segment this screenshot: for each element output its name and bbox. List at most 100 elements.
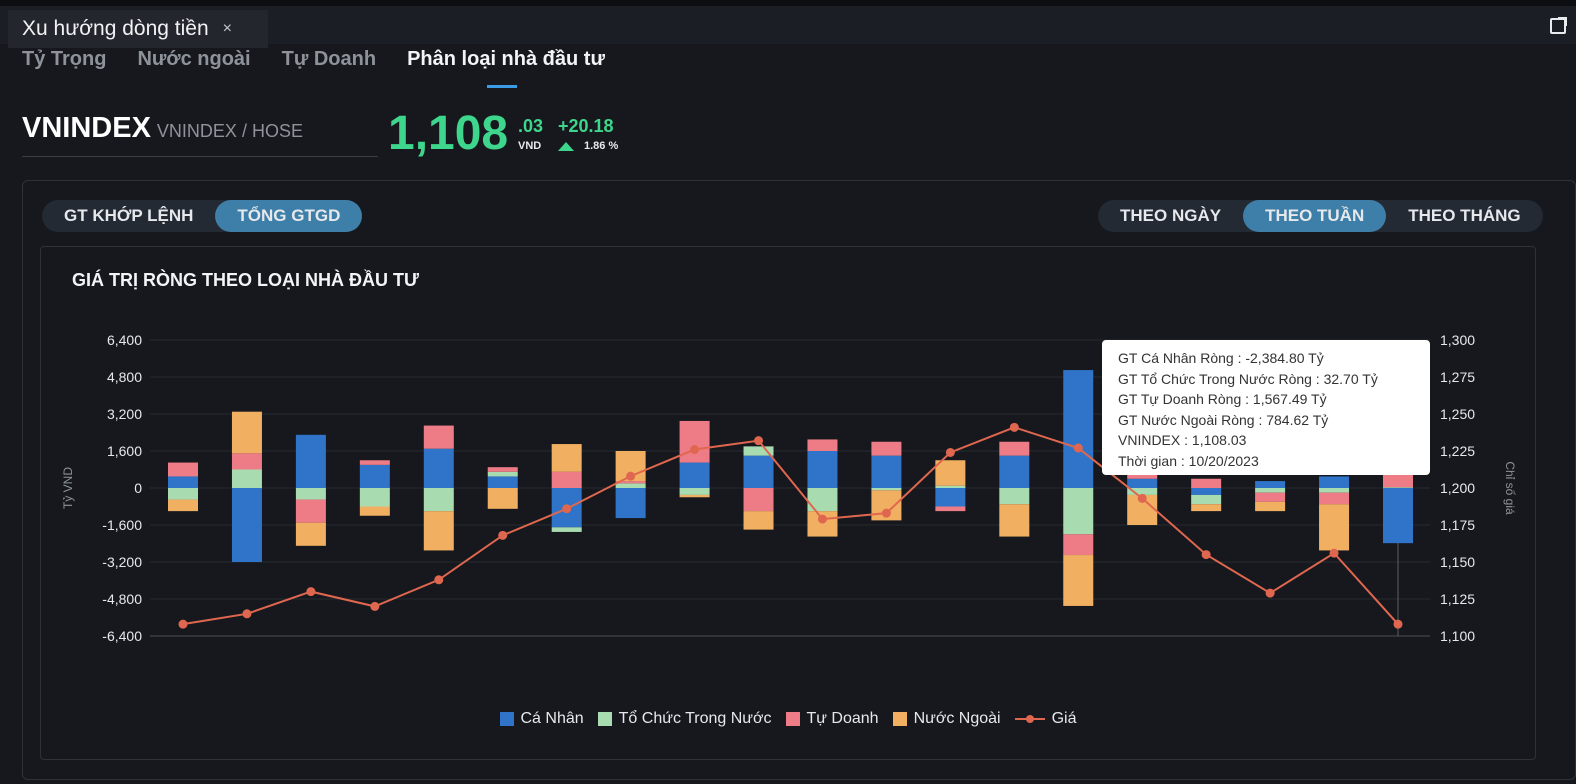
bar-tu-doanh [295,499,326,523]
bar-nuoc-ngoai [1063,555,1094,606]
legend-swatch-ca-nhan [499,712,514,726]
bar-tu-doanh [551,471,582,488]
top-bar: Xu hướng dòng tiền × [0,0,1576,48]
price-point [434,575,444,585]
y2-tick-label: 1,175 [1440,517,1475,533]
bar-ca-nhan [231,488,262,562]
bar-ca-nhan [423,448,454,488]
legend-nuoc-ngoai[interactable]: Nước Ngoài [892,710,1001,728]
price-point [498,530,508,540]
bar-ca-nhan [359,464,390,488]
bar-to-chuc [935,485,966,488]
value-type-toggle: GT KHỚP LỆNH TỔNG GTGD [42,200,363,232]
tooltip-nuoc-ngoai: GT Nước Ngoài Ròng : 784.62 Tỷ [1118,411,1329,428]
chart-legend: Cá Nhân Tổ Chức Trong Nước Tự Doanh Nước… [0,710,1576,728]
bar-ca-nhan [168,476,198,488]
legend-to-chuc[interactable]: Tổ Chức Trong Nước [597,710,772,728]
legend-label-ca-nhan: Cá Nhân [520,710,584,727]
bar-tu-doanh [999,441,1030,456]
index-change: +20.18 1.86 % [558,116,618,152]
toggle-tong-gtgd[interactable]: TỔNG GTGD [215,200,363,232]
y2-tick-label: 1,225 [1440,443,1475,459]
y-tick-label: 0 [134,480,142,496]
bar-nuoc-ngoai [551,444,582,472]
close-icon[interactable]: × [222,20,232,37]
chart-tooltip: GT Cá Nhân Ròng : -2,384.80 Tỷ GT Tổ Chứ… [1102,340,1430,475]
bar-ca-nhan [1383,488,1413,544]
price-point [370,601,380,611]
sub-tabs: Tỷ Trọng Nước ngoài Tự Doanh Phân loại n… [22,48,605,88]
up-arrow-icon [558,141,574,151]
price-point [178,619,188,629]
tab-nuoc-ngoai[interactable]: Nước ngoài [137,48,251,70]
price-integer: 1,108 [388,107,509,160]
price-point [690,445,700,455]
bar-ca-nhan [615,488,646,519]
y2-tick-label: 1,300 [1440,332,1475,348]
bar-tu-doanh [231,453,262,470]
y-tick-label: 3,200 [107,406,142,422]
y2-tick-label: 1,200 [1440,480,1475,496]
bar-tu-doanh [615,481,646,484]
toggle-theo-thang[interactable]: THEO THÁNG [1408,206,1521,225]
tab-tu-doanh[interactable]: Tự Doanh [281,48,377,70]
legend-tu-doanh[interactable]: Tự Doanh [785,710,879,728]
bar-to-chuc [679,488,710,495]
tab-phan-loai[interactable]: Phân loại nhà đầu tư [407,48,605,88]
price-point [1201,550,1211,560]
y-tick-label: -3,200 [102,554,142,570]
tooltip-ca-nhan: GT Cá Nhân Ròng : -2,384.80 Tỷ [1118,350,1324,366]
price-point [881,508,891,518]
bar-ca-nhan [807,451,838,488]
bar-nuoc-ngoai [1255,501,1286,512]
bar-nuoc-ngoai [1319,504,1350,551]
y2-tick-label: 1,125 [1440,591,1475,607]
price-point [945,447,955,457]
bar-to-chuc [295,488,326,500]
bar-ca-nhan [999,455,1030,488]
tab-ty-trong[interactable]: Tỷ Trọng [22,48,107,70]
price-point [1009,422,1019,432]
legend-gia[interactable]: Giá [1014,710,1077,728]
toggle-theo-tuan[interactable]: THEO TUẦN [1243,200,1387,232]
price-decimal: .03 [518,116,544,136]
legend-ca-nhan[interactable]: Cá Nhân [499,710,584,728]
tooltip-tu-doanh: GT Tự Doanh Ròng : 1,567.49 Tỷ [1118,391,1327,407]
bar-to-chuc [168,488,198,500]
price-point [562,504,572,514]
y2-axis-title: Chỉ số giá [1503,461,1517,515]
bar-tu-doanh [1319,492,1350,505]
index-exchange: VNINDEX / HOSE [156,121,303,141]
bar-ca-nhan [679,462,710,488]
bar-to-chuc [231,469,262,488]
bar-tu-doanh [807,439,838,451]
change-percent: 1.86 % [584,140,619,152]
external-link-icon[interactable] [1550,17,1567,34]
tooltip-vnindex: VNINDEX : 1,108.03 [1118,432,1247,448]
y-tick-label: -1,600 [102,517,142,533]
y-axis-title: Tỷ VND [61,467,75,509]
bar-nuoc-ngoai [423,511,454,551]
bar-to-chuc [423,488,454,512]
bar-ca-nhan [1063,370,1094,488]
price-point [754,436,764,446]
bar-to-chuc [1319,488,1350,493]
toggle-theo-ngay[interactable]: THEO NGÀY [1120,206,1222,225]
legend-label-to-chuc: Tổ Chức Trong Nước [618,710,772,727]
window-tab[interactable]: Xu hướng dòng tiền × [8,10,268,48]
bar-ca-nhan [935,488,966,507]
bar-to-chuc [1383,487,1413,488]
bar-nuoc-ngoai [743,511,774,530]
toggle-gt-khop-lenh[interactable]: GT KHỚP LỆNH [64,206,194,225]
bar-ca-nhan [1255,481,1286,488]
bar-nuoc-ngoai [168,499,198,512]
price-unit: VND [518,140,542,152]
bar-to-chuc [1063,488,1094,535]
chart-panel [22,180,1576,780]
bar-to-chuc [551,527,582,532]
bar-ca-nhan [743,455,774,488]
bar-nuoc-ngoai [359,506,390,516]
bar-to-chuc [1255,488,1286,493]
bar-to-chuc [359,488,390,507]
bar-nuoc-ngoai [935,460,966,486]
